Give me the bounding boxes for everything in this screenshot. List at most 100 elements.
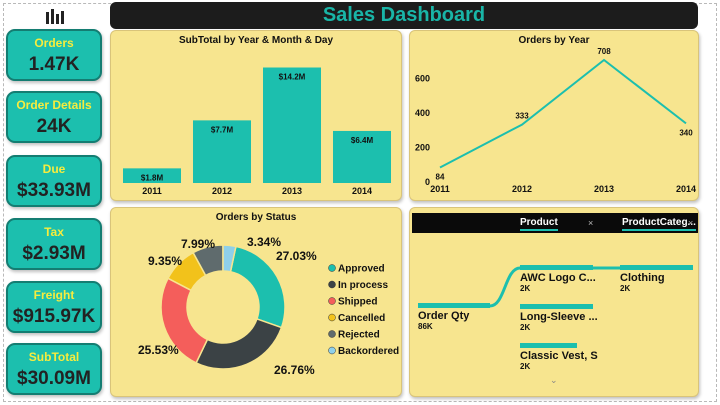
tree-node-product[interactable]: Long-Sleeve ... 2K bbox=[520, 304, 598, 332]
chart-title: Orders by Year bbox=[518, 35, 590, 46]
orders-line-chart: 0 200 400 600 84 2011 333 2012 708 2013 340 2014 bbox=[415, 47, 696, 194]
data-label: 333 bbox=[515, 112, 529, 121]
bar bbox=[193, 120, 251, 183]
legend-label: Shipped bbox=[338, 297, 377, 308]
data-label: 7.99% bbox=[181, 237, 215, 251]
x-tick-label: 2012 bbox=[512, 184, 532, 194]
x-tick-label: 2012 bbox=[212, 186, 232, 196]
node-label: Clothing bbox=[620, 272, 665, 284]
legend-label: Rejected bbox=[338, 330, 380, 341]
chart-title: Orders by Status bbox=[215, 212, 297, 223]
legend-marker bbox=[328, 313, 336, 322]
bar bbox=[333, 130, 391, 183]
node-value: 2K bbox=[520, 362, 531, 371]
kpi-value: $915.97K bbox=[12, 306, 96, 327]
x-tick-label: 2013 bbox=[282, 186, 302, 196]
tree-node-product[interactable]: AWC Logo C... 2K bbox=[520, 265, 596, 293]
legend-marker bbox=[328, 264, 336, 272]
kpi-label: Due bbox=[42, 162, 66, 176]
x-tick-label: 2014 bbox=[676, 184, 696, 194]
kpi-card-freight[interactable]: Freight $915.97K bbox=[6, 281, 102, 333]
data-label: 708 bbox=[597, 47, 611, 56]
bar bbox=[263, 67, 321, 183]
kpi-card-due[interactable]: Due $33.93M bbox=[6, 155, 102, 207]
data-label: 25.53% bbox=[138, 343, 179, 357]
kpi-value: 24K bbox=[36, 116, 72, 137]
donut-slice bbox=[195, 317, 283, 370]
x-tick-label: 2013 bbox=[594, 184, 614, 194]
legend-marker bbox=[328, 297, 336, 305]
kpi-value: $33.93M bbox=[17, 180, 91, 201]
tree-node-category[interactable]: Clothing 2K bbox=[620, 265, 693, 293]
legend-label: In process bbox=[338, 280, 388, 291]
node-bar bbox=[520, 304, 593, 309]
node-value: 2K bbox=[520, 323, 531, 332]
y-tick-label: 400 bbox=[415, 108, 430, 118]
tree-connectors bbox=[489, 266, 620, 308]
tree-node-product[interactable]: Classic Vest, S 2K bbox=[520, 343, 598, 371]
subtotal-bar-chart-panel[interactable]: SubTotal by Year & Month & Day $1.8M 2011… bbox=[110, 30, 402, 201]
bar-chart-icon bbox=[46, 9, 64, 24]
x-tick-label: 2014 bbox=[352, 186, 372, 196]
kpi-card-order-details[interactable]: Order Details 24K bbox=[6, 91, 102, 143]
data-label: 340 bbox=[679, 128, 693, 137]
kpi-card-tax[interactable]: Tax $2.93M bbox=[6, 218, 102, 270]
data-label: 3.34% bbox=[247, 235, 281, 249]
node-value: 86K bbox=[418, 322, 433, 331]
page-title: Sales Dashboard bbox=[322, 4, 486, 26]
y-tick-label: 200 bbox=[415, 143, 430, 153]
y-tick-label: 600 bbox=[415, 74, 430, 84]
legend-label: Cancelled bbox=[338, 313, 385, 324]
node-bar bbox=[620, 265, 693, 270]
data-label: 84 bbox=[436, 173, 445, 182]
dashboard-title-bar: Sales Dashboard bbox=[110, 2, 698, 29]
tree-header: Product × ProductCateg... × bbox=[412, 213, 698, 233]
data-label: $14.2M bbox=[279, 73, 306, 82]
data-label: 9.35% bbox=[148, 254, 182, 268]
x-tick-label: 2011 bbox=[142, 186, 162, 196]
donut-slice bbox=[222, 244, 237, 273]
data-label: 26.76% bbox=[274, 363, 315, 377]
bar bbox=[123, 168, 181, 183]
orders-line-chart-panel[interactable]: Orders by Year 0 200 400 600 84 2011 333 2012 70… bbox=[409, 30, 699, 201]
kpi-label: Freight bbox=[33, 288, 75, 302]
node-bar bbox=[520, 343, 577, 348]
legend-label: Approved bbox=[338, 264, 385, 275]
chevron-down-icon[interactable]: ⌄ bbox=[550, 375, 558, 385]
node-label: Long-Sleeve ... bbox=[520, 311, 598, 323]
tree-node-root[interactable]: Order Qty 86K bbox=[418, 303, 490, 331]
node-label: Classic Vest, S bbox=[520, 350, 598, 362]
decomposition-tree-panel[interactable]: Product × ProductCateg... × Order Qty 86… bbox=[409, 207, 699, 397]
kpi-card-orders[interactable]: Orders 1.47K bbox=[6, 29, 102, 81]
kpi-value: 1.47K bbox=[28, 54, 80, 75]
kpi-card-subtotal[interactable]: SubTotal $30.09M bbox=[6, 343, 102, 395]
chart-title: SubTotal by Year & Month & Day bbox=[178, 35, 334, 46]
kpi-label: Order Details bbox=[16, 98, 92, 112]
orders-status-donut-panel[interactable]: Orders by Status 27.03% 26.76% 25.53% 9.35%… bbox=[110, 207, 402, 397]
data-label: $1.8M bbox=[141, 173, 164, 182]
node-label: Order Qty bbox=[418, 310, 470, 322]
legend-marker bbox=[328, 330, 336, 338]
node-bar bbox=[520, 265, 593, 270]
kpi-value: $2.93M bbox=[22, 243, 86, 264]
data-label: 27.03% bbox=[276, 249, 317, 263]
legend-marker bbox=[328, 346, 336, 355]
series-line bbox=[439, 58, 687, 169]
x-tick-label: 2011 bbox=[430, 184, 450, 194]
legend-marker bbox=[328, 280, 336, 289]
tree-level-category[interactable]: ProductCateg... bbox=[622, 217, 696, 231]
close-icon[interactable]: × bbox=[588, 218, 594, 228]
kpi-value: $30.09M bbox=[17, 368, 91, 389]
close-icon[interactable]: × bbox=[688, 218, 694, 228]
node-value: 2K bbox=[620, 284, 631, 293]
legend-label: Backordered bbox=[338, 346, 399, 357]
tree-level-product[interactable]: Product bbox=[520, 217, 558, 231]
kpi-label: SubTotal bbox=[28, 350, 80, 364]
orders-status-donut-chart: 27.03% 26.76% 25.53% 9.35% 7.99% 3.34% Approve… bbox=[138, 235, 399, 377]
data-label: $6.4M bbox=[351, 136, 374, 145]
data-label: $7.7M bbox=[211, 125, 234, 134]
y-tick-label: 0 bbox=[425, 177, 430, 187]
node-bar bbox=[418, 303, 490, 308]
subtotal-bar-chart: $1.8M 2011 $7.7M 2012 $14.2M 2013 $6.4M 2014 bbox=[123, 67, 391, 196]
node-label: AWC Logo C... bbox=[520, 272, 596, 284]
